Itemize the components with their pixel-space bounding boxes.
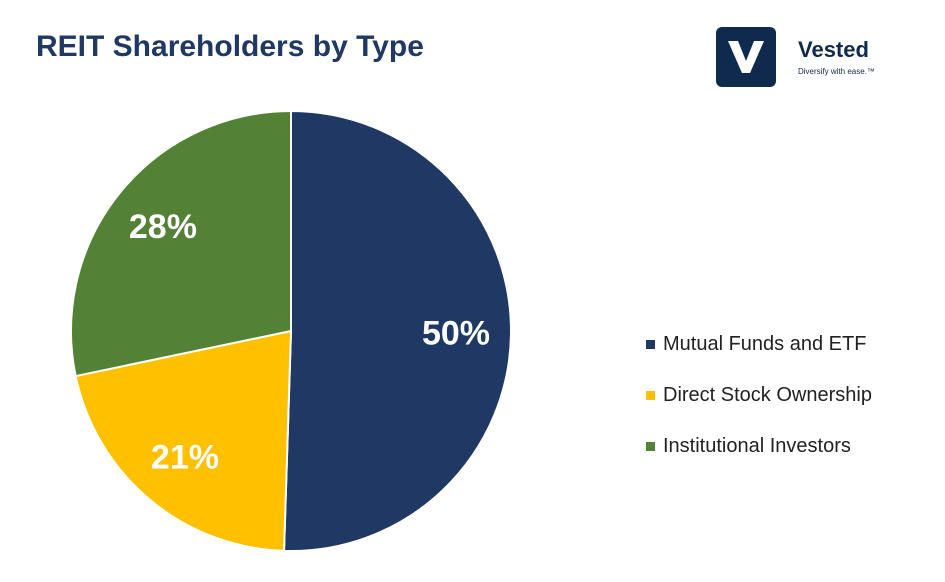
chart-legend: Mutual Funds and ETF Direct Stock Ownersh… [646,331,872,484]
pie-slice-1 [74,329,293,552]
slice-data-label: 21% [151,438,219,476]
logo-tagline: Diversify with ease.™ [798,67,875,76]
slice-data-label: 28% [129,208,197,246]
legend-swatch [646,390,655,400]
pie-slice-0 [282,109,512,552]
page-title: REIT Shareholders by Type [36,30,424,63]
v-logo-icon [716,27,776,87]
legend-label: Institutional Investors [663,434,851,457]
brand-logo: Vested Diversify with ease.™ [716,27,896,87]
legend-label: Mutual Funds and ETF [663,332,867,355]
legend-item: Mutual Funds and ETF [646,331,872,357]
legend-swatch [646,441,655,451]
pie-slice-2 [70,109,292,378]
slice-data-label: 50% [422,315,490,353]
legend-item: Direct Stock Ownership [646,382,872,408]
legend-swatch [646,339,655,349]
legend-label: Direct Stock Ownership [663,383,872,406]
logo-name: Vested [798,37,869,62]
legend-item: Institutional Investors [646,433,872,459]
